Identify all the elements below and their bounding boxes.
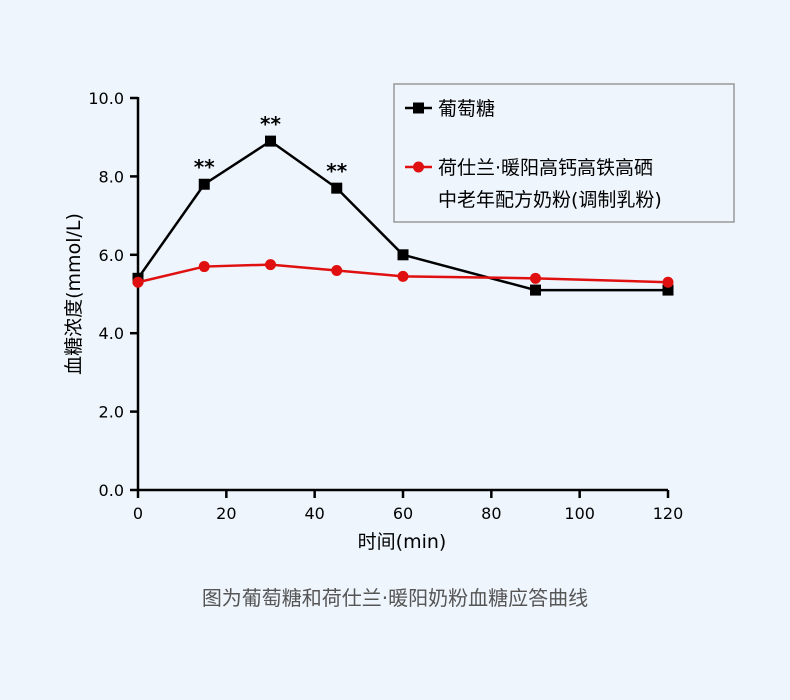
data-point-circle <box>132 276 144 288</box>
legend-marker-circle <box>413 161 424 173</box>
data-point-circle <box>331 264 343 276</box>
x-tick-label: 0 <box>133 504 143 523</box>
y-tick-label: 6.0 <box>99 246 124 265</box>
chart-series <box>132 135 674 296</box>
y-tick-label: 8.0 <box>99 167 124 186</box>
significance-marker: ** <box>194 155 215 179</box>
y-tick-label: 10.0 <box>88 89 124 108</box>
y-tick-label: 4.0 <box>99 324 124 343</box>
data-point-circle <box>397 270 409 282</box>
x-tick-label: 120 <box>653 504 684 523</box>
data-point-circle <box>530 272 541 284</box>
legend-box <box>393 83 735 223</box>
significance-marker: ** <box>326 159 347 183</box>
data-point-circle <box>662 276 674 288</box>
data-point-circle <box>198 261 210 273</box>
figure-caption: 图为葡萄糖和荷仕兰·暖阳奶粉血糖应答曲线 <box>201 586 589 610</box>
x-tick-label: 80 <box>481 504 501 523</box>
legend-label-2-line-1: 荷仕兰·暖阳高钙高铁高硒 <box>438 157 653 179</box>
y-tick-label: 2.0 <box>99 403 124 422</box>
data-point-square <box>265 135 276 147</box>
data-point-square <box>530 284 541 296</box>
x-tick-label: 100 <box>564 504 595 523</box>
chart-axes: 0.0 2.0 4.0 6.0 8.0 10.0 0 20 40 60 80 100 120 <box>88 89 683 523</box>
x-axis-title: 时间(min) <box>358 531 447 553</box>
significance-marker: ** <box>260 112 281 136</box>
data-point-square <box>397 249 409 261</box>
data-point-circle <box>265 259 276 271</box>
data-point-square <box>331 182 343 194</box>
legend-label-2-line-2: 中老年配方奶粉(调制乳粉) <box>438 189 662 211</box>
chart-annotations: ** ** ** <box>194 112 348 183</box>
data-point-square <box>662 284 674 296</box>
x-tick-label: 20 <box>216 504 236 523</box>
y-axis-title: 血糖浓度(mmol/L) <box>63 213 85 375</box>
legend-marker-square <box>413 102 424 114</box>
y-tick-label: 0.0 <box>99 481 124 500</box>
x-tick-label: 60 <box>393 504 413 523</box>
data-point-square <box>198 178 210 190</box>
legend-label-1: 葡萄糖 <box>438 98 495 120</box>
x-tick-label: 40 <box>304 504 324 523</box>
